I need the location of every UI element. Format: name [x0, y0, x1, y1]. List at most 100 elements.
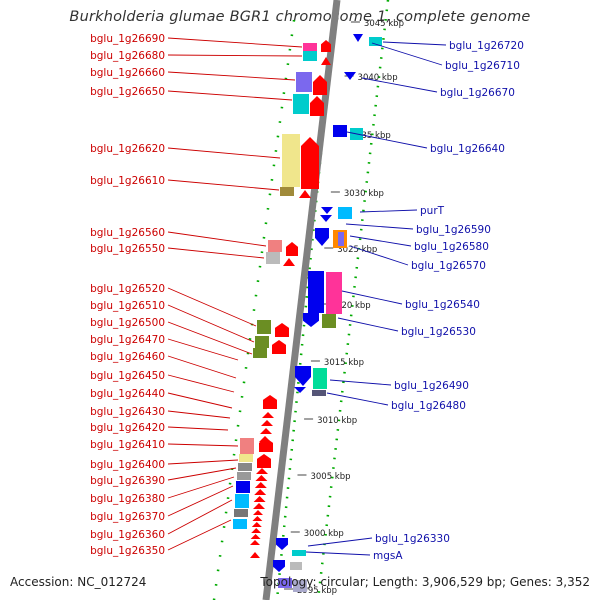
- gene-feature: [268, 240, 282, 252]
- right-leader-line: [305, 551, 371, 556]
- left-leader-line: [167, 287, 257, 327]
- gene-feature: [276, 538, 288, 550]
- gene-feature: [255, 475, 268, 481]
- accession-text: Accession: NC_012724: [10, 575, 147, 589]
- right-leader-line: [361, 77, 438, 93]
- gene-feature: [295, 366, 311, 386]
- gene-feature: [251, 522, 262, 527]
- gene-feature: [234, 509, 248, 517]
- gene-feature: [254, 482, 267, 488]
- gene-feature: [313, 75, 327, 95]
- left-leader-line: [167, 355, 237, 379]
- right-leader-line: [329, 379, 392, 386]
- right-leader-line: [337, 317, 399, 332]
- right-gene-label: bglu_1g26640: [430, 143, 505, 155]
- left-leader-line: [167, 485, 234, 517]
- gene-feature: [321, 57, 331, 65]
- gene-feature: [313, 368, 327, 389]
- tick-label: 2995 kbp: [297, 586, 337, 596]
- right-leader-line: [345, 223, 414, 230]
- left-gene-label: bglu_1g26620: [90, 143, 165, 155]
- left-leader-line: [167, 338, 239, 361]
- right-gene-label: bglu_1g26490: [394, 380, 469, 392]
- left-leader-line: [167, 476, 235, 499]
- gene-feature: [344, 72, 356, 80]
- right-leader-line: [341, 290, 403, 305]
- gene-feature: [369, 37, 382, 46]
- gene-feature: [293, 94, 309, 114]
- gene-feature: [252, 516, 263, 521]
- gene-feature: [338, 207, 352, 219]
- gene-feature: [272, 340, 286, 354]
- left-gene-label: bglu_1g26360: [90, 529, 165, 541]
- right-gene-label: bglu_1g26540: [405, 299, 480, 311]
- left-gene-label: bglu_1g26650: [90, 86, 165, 98]
- left-leader-line: [167, 426, 229, 431]
- right-gene-label: purT: [420, 205, 445, 217]
- genome-backbone: [262, 0, 341, 600]
- tick-label: 3000 kbp: [304, 529, 344, 539]
- gene-feature: [253, 348, 267, 358]
- gene-feature: [310, 96, 324, 116]
- gene-feature: [238, 463, 252, 471]
- gene-feature: [353, 34, 363, 42]
- gene-feature: [303, 51, 317, 61]
- left-gene-label: bglu_1g26680: [90, 50, 165, 62]
- map-title: Burkholderia glumae BGR1 chromosome 1, c…: [69, 9, 531, 25]
- left-leader-line: [167, 467, 237, 481]
- left-leader-line: [167, 459, 239, 465]
- right-leader-line: [371, 42, 443, 66]
- left-gene-label: bglu_1g26510: [90, 300, 165, 312]
- left-gene-label: bglu_1g26420: [90, 422, 165, 434]
- left-leader-line: [167, 147, 281, 159]
- gene-feature: [293, 580, 307, 592]
- right-leader-line: [307, 537, 373, 547]
- tick-label: 3025 kbp: [337, 245, 377, 255]
- right-gene-label: bglu_1g26530: [401, 326, 476, 338]
- gene-feature: [294, 387, 306, 393]
- left-leader-line: [167, 519, 232, 551]
- gene-feature: [322, 314, 336, 328]
- gene-feature: [240, 438, 254, 454]
- tick-label: 3015 kbp: [324, 358, 364, 368]
- right-leader-line: [359, 209, 418, 213]
- gene-feature: [278, 578, 292, 588]
- right-gene-label: bglu_1g26720: [449, 40, 524, 52]
- gene-feature: [321, 40, 331, 52]
- left-gene-label: bglu_1g26470: [90, 334, 165, 346]
- gene-feature: [254, 489, 267, 495]
- gene-feature: [273, 560, 285, 572]
- left-leader-line: [167, 410, 231, 419]
- left-gene-label: bglu_1g26440: [90, 388, 165, 400]
- gene-feature: [261, 420, 273, 426]
- gene-feature: [320, 215, 332, 222]
- left-leader-line: [167, 54, 303, 57]
- left-leader-line: [167, 374, 235, 393]
- gene-feature: [315, 228, 329, 246]
- tick-label: 3040 kbp: [358, 73, 398, 83]
- gene-feature: [292, 550, 306, 556]
- left-gene-label: bglu_1g26550: [90, 243, 165, 255]
- left-leader-line: [167, 499, 233, 535]
- left-leader-line: [167, 37, 303, 48]
- gene-feature: [250, 540, 260, 545]
- gene-feature: [257, 454, 271, 468]
- tick-label: 3030 kbp: [344, 189, 384, 199]
- gene-feature: [255, 336, 269, 348]
- tick-label: 3010 kbp: [317, 416, 357, 426]
- gene-feature: [280, 187, 294, 196]
- left-gene-label: bglu_1g26350: [90, 545, 165, 557]
- gene-feature: [266, 252, 280, 264]
- gene-feature: [263, 395, 277, 409]
- tick-label: 3020 kbp: [331, 301, 371, 311]
- gene-feature: [303, 313, 319, 327]
- left-gene-label: bglu_1g26370: [90, 511, 165, 523]
- left-gene-label: bglu_1g26520: [90, 283, 165, 295]
- left-leader-line: [167, 247, 265, 259]
- gene-feature: [253, 510, 263, 515]
- left-gene-label: bglu_1g26610: [90, 175, 165, 187]
- right-gene-label: mgsA: [373, 550, 403, 562]
- gene-feature: [303, 43, 317, 51]
- left-gene-label: bglu_1g26380: [90, 493, 165, 505]
- gene-feature: [326, 272, 342, 314]
